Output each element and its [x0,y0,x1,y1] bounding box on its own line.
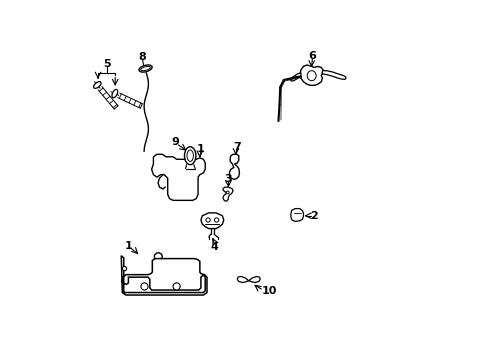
Text: 3: 3 [224,174,232,184]
Text: 10: 10 [261,287,277,296]
Polygon shape [248,276,260,283]
Polygon shape [290,208,303,221]
Ellipse shape [112,89,118,98]
Circle shape [226,191,229,194]
Polygon shape [121,256,206,295]
Text: 1: 1 [197,144,204,154]
Circle shape [141,283,148,290]
Circle shape [173,283,180,290]
Polygon shape [201,213,224,229]
Text: 4: 4 [210,242,218,252]
Text: 9: 9 [170,138,179,148]
Polygon shape [322,71,345,79]
Ellipse shape [141,66,150,71]
Ellipse shape [93,82,101,88]
Polygon shape [290,73,300,81]
Ellipse shape [139,65,152,72]
Text: 2: 2 [310,211,317,221]
Text: 5: 5 [103,59,111,69]
Ellipse shape [184,147,196,165]
Polygon shape [151,154,205,201]
Polygon shape [237,276,248,283]
Polygon shape [299,65,323,85]
Circle shape [214,218,218,222]
Text: 8: 8 [139,52,146,62]
Polygon shape [223,187,233,201]
Polygon shape [229,154,239,179]
Ellipse shape [186,150,193,161]
Ellipse shape [306,71,315,81]
Text: 6: 6 [308,51,316,61]
Circle shape [205,218,210,222]
Text: 7: 7 [232,142,240,152]
Circle shape [122,266,126,271]
Text: 1: 1 [124,241,132,251]
